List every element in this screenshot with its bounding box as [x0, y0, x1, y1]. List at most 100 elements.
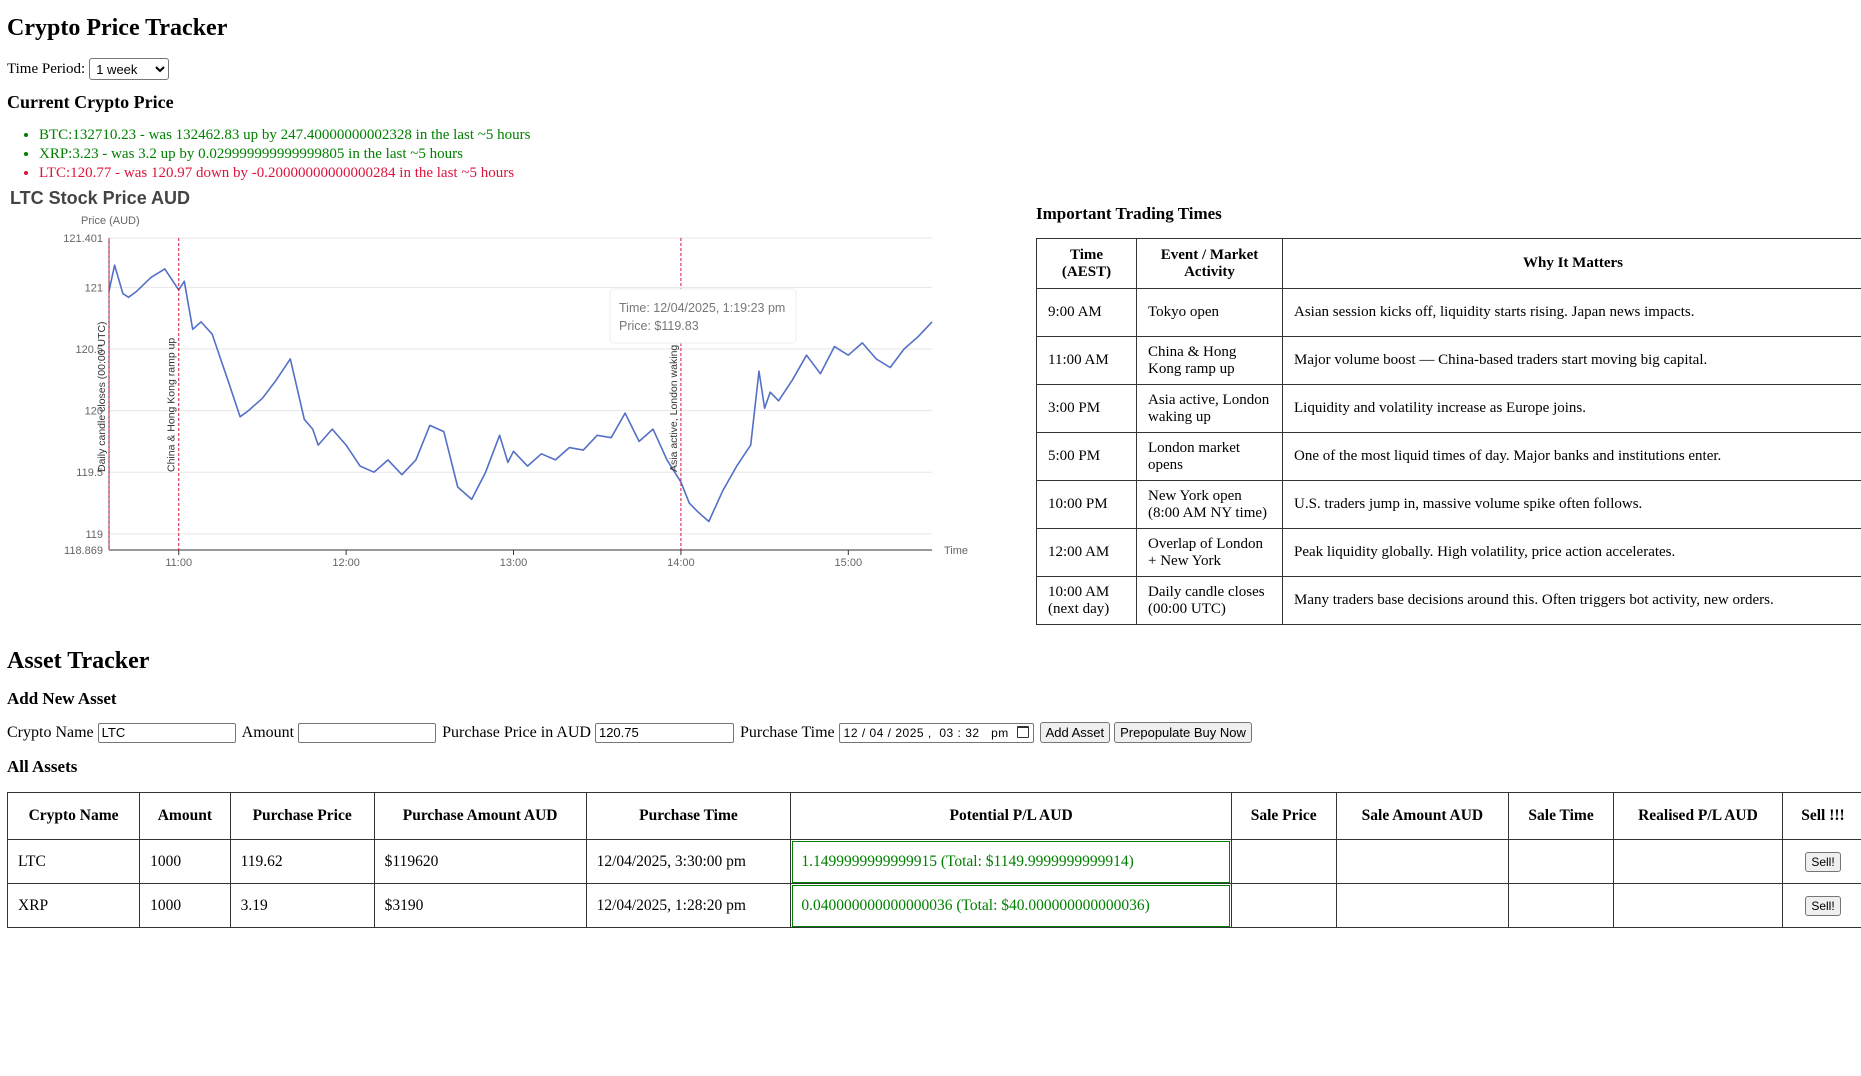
- trading-times-cell: Many traders base decisions around this.…: [1282, 576, 1861, 625]
- trading-times-cell: Liquidity and volatility increase as Eur…: [1282, 384, 1861, 433]
- amount-input[interactable]: [298, 722, 437, 743]
- x-tick-label: 11:00: [165, 557, 192, 569]
- price-item: BTC:132710.23 - was 132462.83 up by 247.…: [39, 126, 530, 145]
- trading-times-cell: Asia active, London waking up: [1136, 384, 1283, 433]
- crypto-name-label: Crypto Name: [7, 723, 94, 741]
- prepopulate-buy-now-button[interactable]: Prepopulate Buy Now: [1114, 722, 1252, 743]
- time-period-label: Time Period:: [7, 60, 86, 77]
- assets-header: Sale Price: [1230, 792, 1337, 840]
- crypto-name-input[interactable]: [97, 722, 236, 743]
- trading-times-row: 9:00 AM Tokyo open Asian session kicks off…: [1036, 288, 1861, 337]
- time-period-select[interactable]: 1 week: [89, 58, 170, 80]
- assets-header: Purchase Time: [585, 792, 792, 840]
- trading-times-cell: 10:00 PM: [1036, 480, 1137, 529]
- trading-times-cell: 9:00 AM: [1036, 288, 1137, 337]
- all-assets-heading: All Assets: [7, 757, 78, 776]
- asset-cell-purchase-amount: $3190: [373, 883, 587, 928]
- assets-table: Crypto Name Amount Purchase Price Purchase …: [6, 792, 1861, 928]
- trading-times-cell: Daily candle closes (00:00 UTC): [1136, 576, 1283, 625]
- price-chart: 121.401 121 120.5 120 119.5 119 118.869 11:00 12…: [63, 215, 968, 569]
- purchase-time-label: Purchase Time: [739, 723, 835, 741]
- trading-times-row: 3:00 PM Asia active, London waking up Liqu…: [1036, 384, 1861, 433]
- assets-header: Sell !!!: [1781, 792, 1861, 840]
- trading-times-cell: Asian session kicks off, liquidity start…: [1282, 288, 1861, 337]
- trading-times-row: 10:00 AM (next day) Daily candle closes (…: [1036, 576, 1861, 625]
- asset-cell-sale-price: [1230, 839, 1337, 884]
- y-tick-label: 118.869: [64, 545, 103, 557]
- purchase-time-input[interactable]: 12 / 04 / 2025 , 03 : 32 pm: [838, 722, 1034, 743]
- asset-tracker-heading: Asset Tracker: [7, 648, 150, 674]
- asset-cell-realised: [1612, 839, 1783, 884]
- trading-times-cell: 12:00 AM: [1036, 528, 1137, 577]
- asset-cell-amount: 1000: [139, 839, 231, 884]
- trading-times-header: Event / Market Activity: [1136, 238, 1283, 289]
- current-price-heading: Current Crypto Price: [7, 92, 174, 112]
- asset-cell-sell: Sell!: [1781, 883, 1861, 928]
- asset-cell-sale-time: [1508, 839, 1614, 884]
- asset-cell-amount: 1000: [139, 883, 231, 928]
- asset-cell-pl: 0.040000000000000036 (Total: $40.0000000…: [790, 883, 1232, 928]
- asset-cell-name: LTC: [6, 839, 141, 884]
- purchase-price-input[interactable]: [594, 722, 734, 743]
- x-tick-label: 12:00: [332, 557, 360, 569]
- sell-button[interactable]: Sell!: [1805, 851, 1841, 872]
- asset-row: LTC 1000 119.62 $119620 12/04/2025, 3:30:00 …: [6, 839, 1861, 884]
- x-tick-label: 13:00: [500, 557, 528, 569]
- chart-tooltip: [609, 288, 797, 344]
- assets-header: Purchase Price: [229, 792, 375, 840]
- trading-times-cell: Major volume boost — China-based traders…: [1282, 336, 1861, 385]
- trading-times-cell: 10:00 AM (next day): [1036, 576, 1137, 625]
- trading-times-header: Why It Matters: [1282, 238, 1861, 289]
- price-series-line: [108, 264, 933, 523]
- assets-header: Purchase Amount AUD: [373, 792, 587, 840]
- trading-times-cell: Peak liquidity globally. High volatility…: [1282, 528, 1861, 577]
- asset-cell-purchase-time: 12/04/2025, 1:28:20 pm: [585, 883, 792, 928]
- y-tick-label: 119: [85, 529, 103, 541]
- add-asset-button[interactable]: Add Asset: [1039, 722, 1111, 743]
- trading-times-cell: 3:00 PM: [1036, 384, 1137, 433]
- assets-header: Potential P/L AUD: [790, 792, 1232, 840]
- y-tick-label: 120.5: [75, 344, 103, 356]
- asset-cell-sale-price: [1230, 883, 1337, 928]
- trading-times-table: Time (AEST) Event / Market Activity Why It…: [1036, 238, 1861, 625]
- trading-times-cell: 5:00 PM: [1036, 432, 1137, 481]
- asset-row: XRP 1000 3.19 $3190 12/04/2025, 1:28:20 pm 0.…: [6, 883, 1861, 928]
- trading-times-row: 10:00 PM New York open (8:00 AM NY time) U…: [1036, 480, 1861, 529]
- trading-times-cell: Tokyo open: [1136, 288, 1283, 337]
- trading-times-cell: London market opens: [1136, 432, 1283, 481]
- asset-cell-sale-time: [1508, 883, 1614, 928]
- trading-times-cell: China & Hong Kong ramp up: [1136, 336, 1283, 385]
- trading-times-row: 11:00 AM China & Hong Kong ramp up Major v…: [1036, 336, 1861, 385]
- purchase-time-value: 12 / 04 / 2025 , 03 : 32 pm: [843, 725, 1009, 740]
- y-tick-label: 119.5: [76, 467, 103, 479]
- assets-header: Sale Amount AUD: [1335, 792, 1510, 840]
- add-asset-form: Crypto Name Amount Purchase Price in AUD…: [7, 722, 1252, 743]
- asset-cell-realised: [1612, 883, 1783, 928]
- assets-header: Crypto Name: [6, 792, 141, 840]
- price-item: XRP:3.23 - was 3.2 up by 0.0299999999999…: [39, 145, 530, 164]
- amount-label: Amount: [241, 723, 295, 741]
- assets-header: Sale Time: [1508, 792, 1614, 840]
- trading-times-cell: New York open (8:00 AM NY time): [1136, 480, 1283, 529]
- trading-times-cell: U.S. traders jump in, massive volume spi…: [1282, 480, 1861, 529]
- asset-cell-sell: Sell!: [1781, 839, 1861, 884]
- asset-cell-sale-amount: [1335, 883, 1510, 928]
- x-axis-label: Time: [944, 545, 968, 557]
- tooltip-time: Time: 12/04/2025, 1:19:23 pm: [619, 301, 785, 315]
- asset-cell-pl: 1.1499999999999915 (Total: $1149.9999999…: [790, 839, 1232, 884]
- trading-times-row: 12:00 AM Overlap of London + New York Peak…: [1036, 528, 1861, 577]
- y-tick-label: 121.401: [63, 233, 103, 245]
- price-item: LTC:120.77 - was 120.97 down by -0.20000…: [39, 164, 530, 183]
- time-period-row: Time Period: 1 week: [7, 58, 170, 80]
- current-price-list: BTC:132710.23 - was 132462.83 up by 247.…: [15, 126, 530, 183]
- tooltip-price: Price: $119.83: [619, 319, 699, 333]
- calendar-icon[interactable]: [1016, 725, 1029, 738]
- page-title: Crypto Price Tracker: [7, 15, 228, 41]
- asset-cell-sale-amount: [1335, 839, 1510, 884]
- event-marker-label: China & Hong Kong ramp up: [166, 338, 178, 472]
- trading-times-cell: One of the most liquid times of day. Maj…: [1282, 432, 1861, 481]
- y-tick-label: 121: [85, 282, 103, 294]
- asset-cell-name: XRP: [6, 883, 141, 928]
- sell-button[interactable]: Sell!: [1805, 895, 1841, 916]
- asset-cell-purchase-time: 12/04/2025, 3:30:00 pm: [585, 839, 792, 884]
